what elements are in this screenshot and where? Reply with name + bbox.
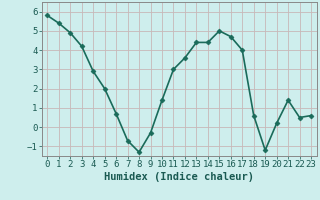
- X-axis label: Humidex (Indice chaleur): Humidex (Indice chaleur): [104, 172, 254, 182]
